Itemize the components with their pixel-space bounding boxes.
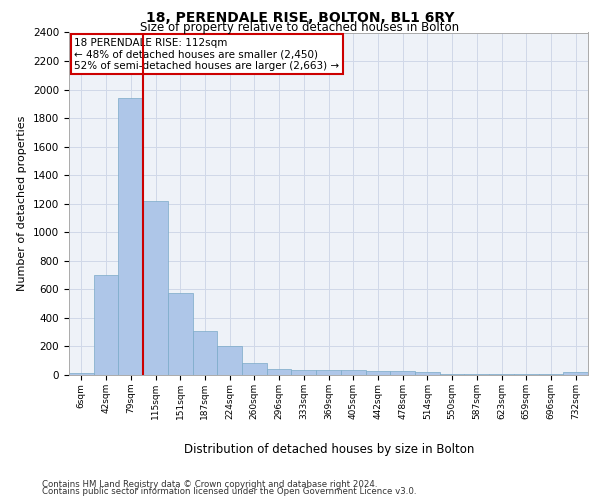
Bar (464, 374, 489, 375)
Bar (316, 370, 341, 375)
Bar (292, 370, 316, 375)
Bar (415, 372, 440, 375)
Y-axis label: Number of detached properties: Number of detached properties (17, 116, 28, 292)
Text: Distribution of detached houses by size in Bolton: Distribution of detached houses by size … (184, 442, 474, 456)
Text: Size of property relative to detached houses in Bolton: Size of property relative to detached ho… (140, 22, 460, 35)
Bar (69, 373, 94, 375)
Text: Contains HM Land Registry data © Crown copyright and database right 2024.: Contains HM Land Registry data © Crown c… (42, 480, 377, 489)
Bar (563, 372, 588, 375)
Bar (94, 275, 118, 375)
Bar (365, 371, 390, 375)
Bar (217, 346, 242, 375)
Bar (267, 368, 292, 375)
Bar (341, 370, 365, 375)
Bar (489, 374, 514, 375)
Bar (118, 98, 143, 375)
Bar (193, 332, 217, 375)
Text: 18, PERENDALE RISE, BOLTON, BL1 6RY: 18, PERENDALE RISE, BOLTON, BL1 6RY (146, 11, 454, 25)
Bar (514, 374, 539, 375)
Bar (143, 201, 168, 375)
Bar (440, 374, 464, 375)
Bar (168, 293, 193, 375)
Bar (390, 372, 415, 375)
Text: Contains public sector information licensed under the Open Government Licence v3: Contains public sector information licen… (42, 487, 416, 496)
Text: 18 PERENDALE RISE: 112sqm
← 48% of detached houses are smaller (2,450)
52% of se: 18 PERENDALE RISE: 112sqm ← 48% of detac… (74, 38, 340, 71)
Bar (539, 374, 563, 375)
Bar (242, 363, 267, 375)
